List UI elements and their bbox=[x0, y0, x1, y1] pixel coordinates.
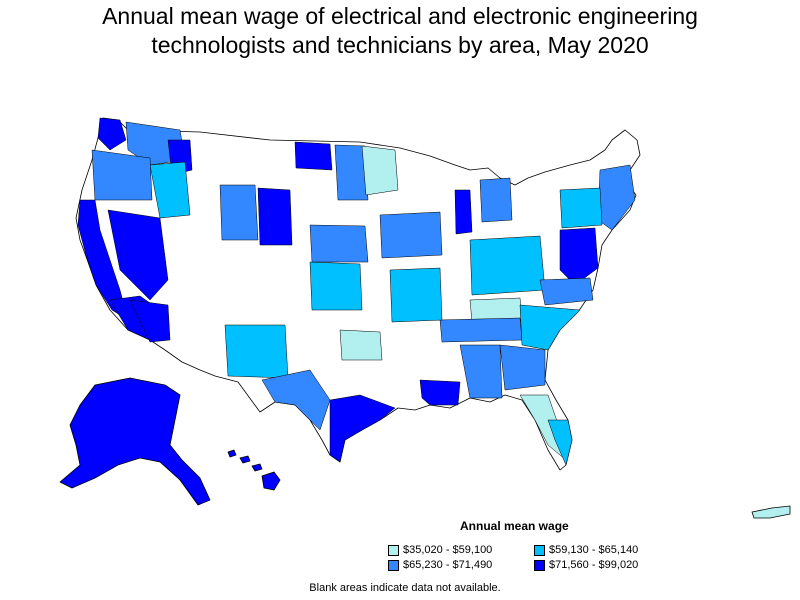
area-new-mexico bbox=[224, 324, 289, 379]
area-washington bbox=[97, 117, 127, 151]
hawaii-island-1 bbox=[227, 449, 237, 458]
area-wyoming bbox=[219, 184, 259, 241]
area-oklahoma bbox=[339, 329, 383, 361]
legend-item-2: $59,130 - $65,140 bbox=[534, 544, 638, 556]
area-dakota-east bbox=[334, 144, 369, 201]
area-minnesota bbox=[361, 145, 399, 196]
area-tennessee bbox=[439, 317, 523, 343]
hawaii-island-2 bbox=[239, 455, 251, 464]
hawaii-island-4 bbox=[261, 471, 281, 491]
legend-item-4: $71,560 - $99,020 bbox=[534, 559, 638, 571]
area-mid-atlantic bbox=[559, 227, 599, 286]
legend-title: Annual mean wage bbox=[460, 519, 569, 533]
area-carolinas bbox=[519, 304, 581, 351]
area-missouri bbox=[389, 267, 443, 323]
legend-item-3: $65,230 - $71,490 bbox=[388, 559, 492, 571]
hawaii-island-3 bbox=[251, 463, 263, 472]
area-louisiana bbox=[419, 379, 461, 406]
area-georgia bbox=[499, 344, 546, 391]
area-wyoming-east bbox=[257, 187, 293, 246]
area-florida-south bbox=[547, 419, 573, 466]
area-arizona bbox=[129, 299, 171, 343]
area-new-england bbox=[597, 164, 636, 231]
area-kansas bbox=[309, 224, 369, 263]
title-line-1: Annual mean wage of electrical and elect… bbox=[102, 3, 698, 29]
area-idaho bbox=[149, 161, 191, 219]
legend-label-4: $71,560 - $99,020 bbox=[549, 559, 639, 571]
area-texas-east bbox=[329, 394, 396, 463]
area-michigan bbox=[479, 177, 513, 223]
title-line-2: technologists and technicians by area, M… bbox=[151, 32, 649, 58]
area-ohio-valley bbox=[469, 235, 546, 296]
area-north-dakota bbox=[294, 141, 333, 171]
legend-item-1: $35,020 - $59,100 bbox=[388, 544, 492, 556]
area-oregon bbox=[91, 149, 153, 201]
blank-areas-note: Blank areas indicate data not available. bbox=[309, 582, 501, 594]
legend-label-2: $59,130 - $65,140 bbox=[549, 544, 639, 556]
area-illinois bbox=[454, 189, 473, 235]
alaska-region bbox=[59, 377, 211, 506]
area-new-york bbox=[559, 187, 603, 229]
area-nevada bbox=[107, 209, 169, 301]
legend-swatch-4 bbox=[534, 559, 545, 571]
area-virginia bbox=[539, 277, 594, 306]
legend-swatch-1 bbox=[388, 544, 399, 556]
area-colorado bbox=[309, 261, 363, 311]
area-iowa bbox=[379, 211, 443, 259]
legend-label-3: $65,230 - $71,490 bbox=[403, 559, 493, 571]
area-alabama bbox=[459, 344, 503, 399]
legend-label-1: $35,020 - $59,100 bbox=[403, 544, 493, 556]
legend-swatch-3 bbox=[388, 559, 399, 571]
legend-swatch-2 bbox=[534, 544, 545, 556]
puerto-rico-region bbox=[751, 505, 791, 519]
map-title: Annual mean wage of electrical and elect… bbox=[0, 2, 800, 60]
area-texas-west bbox=[261, 369, 331, 431]
